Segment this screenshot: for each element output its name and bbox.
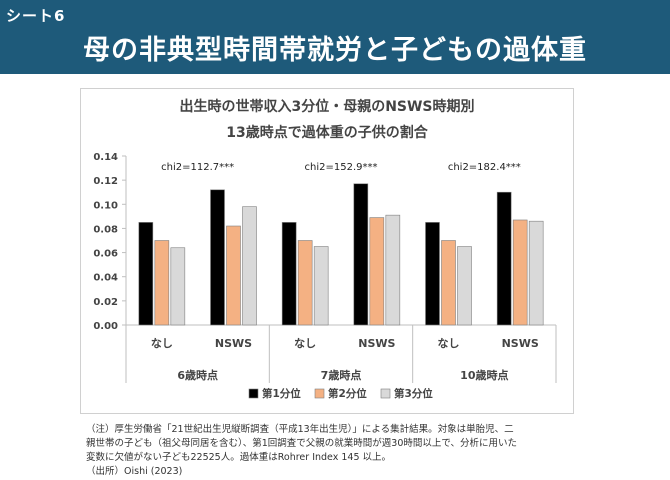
slide-title: 母の非典型時間帯就労と子どもの過体重 <box>83 35 587 66</box>
y-tick-label: 0.04 <box>93 273 118 284</box>
category-label: なし <box>438 337 460 350</box>
chi-square-label: chi2=182.4*** <box>448 162 521 173</box>
y-tick-label: 0.00 <box>93 321 118 332</box>
bar <box>512 219 528 326</box>
footnote-line: 親世帯の子ども（祖父母同居を含む）、第1回調査で父親の就業時間が週30時間以上で… <box>86 438 518 449</box>
y-tick-label: 0.14 <box>93 152 118 163</box>
bar <box>353 183 369 326</box>
category-label: NSWS <box>215 337 252 350</box>
footnote-line: 変数に欠値がない子ども22525人。過体重はRohrer Index 145 以… <box>86 452 392 463</box>
y-tick-label: 0.06 <box>93 249 118 260</box>
bar <box>385 214 401 326</box>
bar <box>496 191 512 326</box>
source-line: （出所）Oishi (2023) <box>86 466 183 477</box>
chart-frame: 出生時の世帯収入3分位・母親のNSWS時期別 13歳時点で過体重の子供の割合 0.0… <box>80 88 574 414</box>
chart-title-line: 出生時の世帯収入3分位・母親のNSWS時期別 <box>179 98 474 115</box>
chi-square-label: chi2=152.9*** <box>305 162 378 173</box>
legend-label: 第2分位 <box>328 387 367 400</box>
legend-label: 第3分位 <box>394 387 433 400</box>
chart-title-line: 13歳時点で過体重の子供の割合 <box>226 124 428 141</box>
slide-header: シート6 母の非典型時間帯就労と子どもの過体重 <box>0 0 670 74</box>
category-label: NSWS <box>358 337 395 350</box>
bar <box>313 246 329 326</box>
legend-swatch <box>314 388 325 399</box>
bar <box>210 189 225 326</box>
bar <box>281 222 297 326</box>
group-label: 10歳時点 <box>460 368 508 382</box>
y-tick-label: 0.12 <box>93 176 118 187</box>
footnote-line: （注）厚生労働省「21世紀出生児縦断調査（平成13年出生児）」による集計結果。対… <box>86 424 514 435</box>
bar <box>242 206 257 326</box>
legend-swatch <box>248 388 259 399</box>
group-label: 7歳時点 <box>321 368 362 382</box>
sheet-label: シート6 <box>6 7 66 25</box>
bar <box>226 225 241 326</box>
group-label: 6歳時点 <box>177 368 218 382</box>
bar <box>138 222 154 326</box>
bar <box>154 240 170 326</box>
bar-chart: 出生時の世帯収入3分位・母親のNSWS時期別 13歳時点で過体重の子供の割合 0.0… <box>93 98 557 400</box>
bar <box>297 240 313 326</box>
footnote: （注）厚生労働省「21世紀出生児縦断調査（平成13年出生児）」による集計結果。対… <box>86 423 661 479</box>
bar <box>457 246 472 326</box>
category-label: NSWS <box>502 337 539 350</box>
category-label: なし <box>294 337 316 350</box>
bar <box>425 222 440 326</box>
bar <box>528 220 544 326</box>
legend-label: 第1分位 <box>262 387 301 400</box>
legend-swatch <box>380 388 391 399</box>
y-tick-label: 0.02 <box>93 297 118 308</box>
y-tick-label: 0.08 <box>93 224 118 235</box>
category-label: なし <box>151 337 173 350</box>
bar <box>369 217 385 326</box>
bar <box>441 240 456 326</box>
chi-square-label: chi2=112.7*** <box>161 162 234 173</box>
y-tick-label: 0.10 <box>93 200 118 211</box>
bar <box>170 247 186 326</box>
